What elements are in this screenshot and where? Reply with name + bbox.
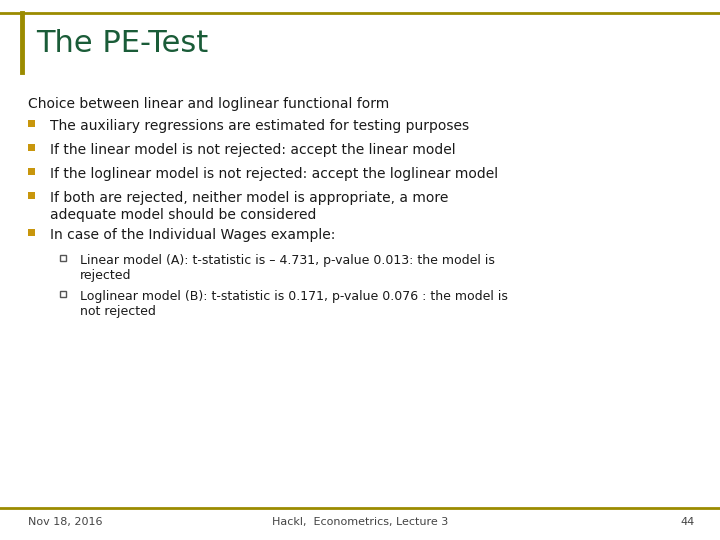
- Text: Choice between linear and loglinear functional form: Choice between linear and loglinear func…: [28, 97, 390, 111]
- Text: Nov 18, 2016: Nov 18, 2016: [28, 517, 102, 527]
- Bar: [28, 168, 35, 175]
- Text: If both are rejected, neither model is appropriate, a more
adequate model should: If both are rejected, neither model is a…: [50, 191, 449, 222]
- Bar: [60, 255, 66, 261]
- Text: If the loglinear model is not rejected: accept the loglinear model: If the loglinear model is not rejected: …: [50, 167, 498, 181]
- Bar: [28, 229, 35, 236]
- Text: The auxiliary regressions are estimated for testing purposes: The auxiliary regressions are estimated …: [50, 119, 469, 133]
- Text: If the linear model is not rejected: accept the linear model: If the linear model is not rejected: acc…: [50, 143, 456, 157]
- Bar: [28, 192, 35, 199]
- Text: Linear model (A): t-statistic is – 4.731, p-value 0.013: the model is
rejected: Linear model (A): t-statistic is – 4.731…: [80, 254, 495, 282]
- Text: Loglinear model (B): t-statistic is 0.171, p-value 0.076 : the model is
not reje: Loglinear model (B): t-statistic is 0.17…: [80, 290, 508, 319]
- Bar: [28, 120, 35, 127]
- Bar: [28, 144, 35, 151]
- Text: 44: 44: [680, 517, 695, 527]
- Text: Hackl,  Econometrics, Lecture 3: Hackl, Econometrics, Lecture 3: [272, 517, 448, 527]
- Text: In case of the Individual Wages example:: In case of the Individual Wages example:: [50, 228, 336, 242]
- Bar: [60, 291, 66, 297]
- Text: The PE-Test: The PE-Test: [36, 29, 208, 57]
